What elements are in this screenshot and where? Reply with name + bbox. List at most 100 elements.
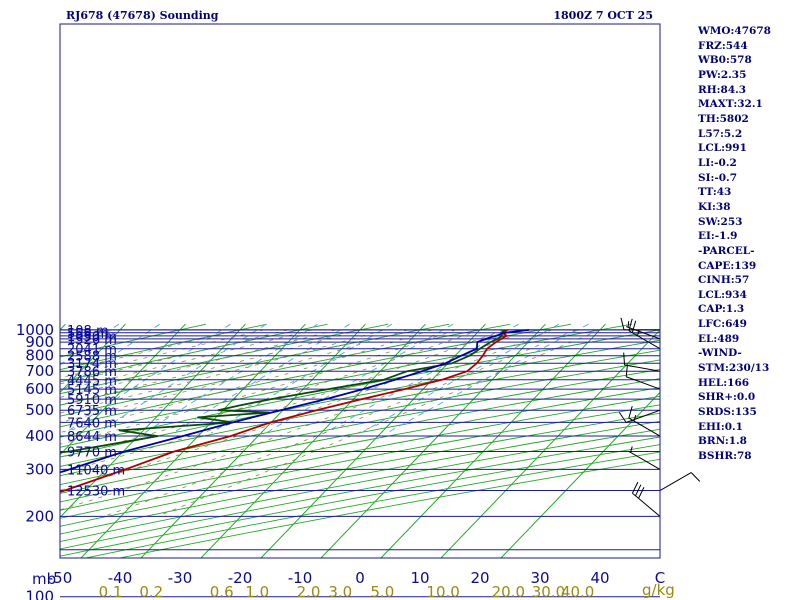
height-label: 7640 m [67,416,117,431]
mixing-ratio-line [143,323,318,434]
dry-adiabat-line [60,323,206,358]
temperature-tick-label: -30 [168,569,193,587]
wind-barb [628,406,661,437]
index-item: -PARCEL- [698,244,755,257]
moist-adiabat-line [103,329,577,517]
isotherm-line [260,323,486,558]
index-item: SRDS:135 [698,406,757,419]
pressure-tick-label: 900 [25,333,54,351]
isotherm-line [440,329,660,558]
height-label: 8644 m [67,430,117,445]
temperature-tick-label: 20 [470,569,489,587]
index-item: KI:38 [698,200,731,213]
mixing-ratio-label: 2.0 [297,583,321,600]
temperature-tick-label: 30 [530,569,549,587]
index-item: SI:-0.7 [698,171,737,184]
isotherm-line [60,323,126,394]
wind-barb [659,472,701,491]
dry-adiabat-line [60,378,660,494]
pressure-unit-label: mb [32,570,56,588]
mixing-ratio-label: 40.0 [561,583,594,600]
dry-adiabat-line [60,368,660,486]
wind-barb [623,352,661,372]
dry-adiabat-line [60,404,660,519]
index-item: RH:84.3 [698,83,747,96]
height-label: 3174 m [67,357,117,372]
mixing-ratio-label: 0.2 [139,583,163,600]
height-label: 11040 m [67,463,125,478]
index-item: PW:2.35 [698,68,747,81]
mixing-ratio-label: 10.0 [426,583,459,600]
pressure-tick-label: 200 [25,507,54,525]
station-title: RJ678 (47678) Sounding [66,9,219,22]
index-item: CINH:57 [698,274,750,287]
dewpoint-trace [60,329,506,454]
mixing-ratio-line [210,323,393,434]
height-label: 2041 m [67,343,117,358]
mixing-ratio-unit-label: g/kg [642,581,675,599]
index-item: CAPE:139 [698,259,757,272]
pressure-tick-label: 1000 [16,321,54,339]
mixing-ratio-line [386,323,589,434]
temperature-tick-label: -20 [228,569,253,587]
dry-adiabat-line [83,451,660,558]
mixing-ratio-line [360,323,560,434]
moist-adiabat-line [60,329,265,379]
index-item: LCL:991 [698,142,747,155]
height-label: 4445 m [67,374,117,389]
index-item: HEL:166 [698,376,750,389]
height-label: 558 m [67,327,109,342]
plot-frame [59,23,661,559]
wind-barb [628,446,661,470]
index-item: LFC:649 [698,318,747,331]
index-item: WB0:578 [698,54,752,67]
index-item: TT:43 [698,186,732,199]
height-label: 1526 m [67,333,117,348]
wind-barb [625,364,661,390]
mixing-ratio-label: 20.0 [492,583,525,600]
index-item: STM:230/13 [698,362,770,375]
parcel-trace [60,329,530,474]
moist-adiabat-line [60,329,457,445]
dry-adiabat-line [60,323,572,428]
wind-barb [631,481,661,517]
dry-adiabat-line [60,323,632,438]
isotherm-line [60,323,246,519]
isotherm-line [80,323,306,558]
index-item: WMO:47678 [698,25,771,37]
index-item: EHI:0.1 [698,420,743,433]
index-item: EL:489 [698,332,740,345]
index-item: LCL:934 [698,288,747,301]
moist-adiabat-line [60,329,289,385]
dry-adiabat-line [60,412,660,527]
mixing-ratio-line [96,323,267,434]
height-label: 108 m [67,324,109,339]
pressure-tick-label: 700 [25,362,54,380]
index-item: BSHR:78 [698,450,752,463]
index-item: FRZ:544 [698,39,748,52]
sounding-indices: WMO:47678 FRZ:544 WB0:578 PW:2.35 RH:84.3 MAX… [698,24,771,464]
pressure-tick-label: 800 [25,347,54,365]
height-label: 1030 m [67,330,117,345]
height-label: 3786 m [67,365,117,380]
index-item: CAP:1.3 [698,303,745,316]
height-label: 6735 m [67,404,117,419]
dry-adiabat-line [60,349,660,467]
index-item: TH:5802 [698,112,749,125]
dry-adiabat-line [60,323,389,395]
mixing-ratio-line [64,323,231,434]
dry-adiabat-line [60,387,660,503]
pressure-tick-label: 600 [25,380,54,398]
mixing-ratio-label: 0.6 [210,583,234,600]
height-label: 5910 m [67,393,117,408]
dry-adiabat-line [60,420,660,535]
moist-adiabat-line [60,329,241,373]
wind-barb [628,318,661,350]
dry-adiabat-line [60,395,660,511]
mixing-ratio-line [265,323,454,434]
moist-adiabat-line [60,329,481,458]
temperature-tick-label: C [655,569,665,587]
height-label: 2588 m [67,350,117,365]
dry-adiabat-line [60,323,450,406]
dry-adiabat-line [60,436,660,550]
